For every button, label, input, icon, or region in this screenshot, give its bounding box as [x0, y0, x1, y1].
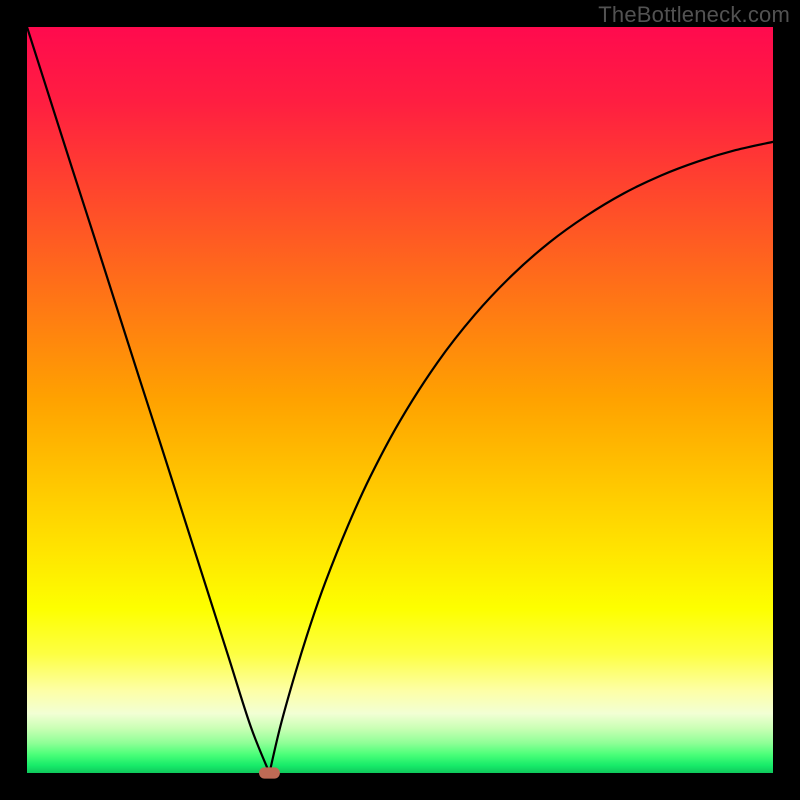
chart-container: TheBottleneck.com: [0, 0, 800, 800]
curve-left-branch: [27, 27, 269, 773]
watermark-text: TheBottleneck.com: [598, 2, 790, 28]
minimum-marker: [259, 767, 280, 778]
curve-right-branch: [269, 142, 773, 773]
curve-layer: [0, 0, 800, 800]
